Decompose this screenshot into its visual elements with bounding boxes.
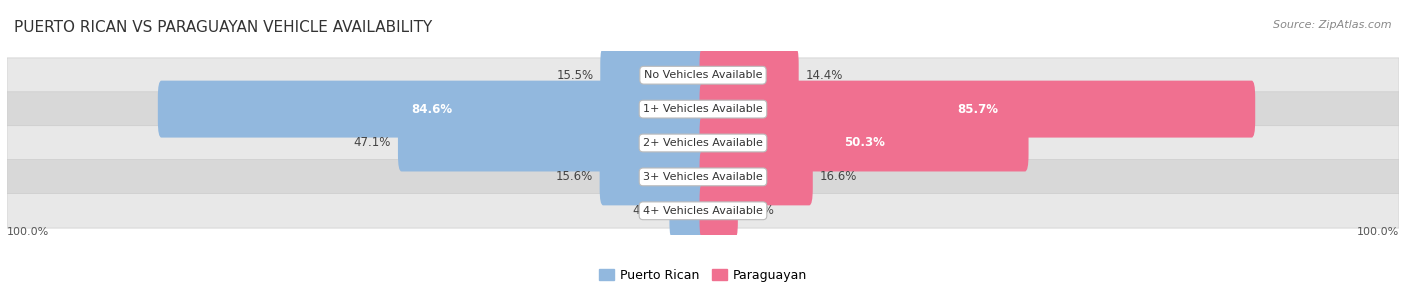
Text: 50.3%: 50.3% [844,136,884,150]
FancyBboxPatch shape [398,114,706,172]
Text: Source: ZipAtlas.com: Source: ZipAtlas.com [1274,20,1392,30]
FancyBboxPatch shape [700,182,738,239]
Text: 4.9%: 4.9% [745,204,775,217]
Text: 100.0%: 100.0% [7,227,49,237]
FancyBboxPatch shape [700,114,1029,172]
FancyBboxPatch shape [157,81,706,138]
Text: 47.1%: 47.1% [353,136,391,150]
Text: 85.7%: 85.7% [957,103,998,116]
Text: 4+ Vehicles Available: 4+ Vehicles Available [643,206,763,216]
FancyBboxPatch shape [7,126,1399,160]
Text: 15.6%: 15.6% [555,170,593,183]
Text: 84.6%: 84.6% [412,103,453,116]
FancyBboxPatch shape [669,182,706,239]
FancyBboxPatch shape [7,160,1399,194]
Text: 2+ Vehicles Available: 2+ Vehicles Available [643,138,763,148]
FancyBboxPatch shape [600,47,706,104]
Text: 3+ Vehicles Available: 3+ Vehicles Available [643,172,763,182]
FancyBboxPatch shape [7,58,1399,92]
Text: 14.4%: 14.4% [806,69,844,82]
Text: PUERTO RICAN VS PARAGUAYAN VEHICLE AVAILABILITY: PUERTO RICAN VS PARAGUAYAN VEHICLE AVAIL… [14,20,432,35]
Legend: Puerto Rican, Paraguayan: Puerto Rican, Paraguayan [593,264,813,286]
Text: No Vehicles Available: No Vehicles Available [644,70,762,80]
Text: 15.5%: 15.5% [557,69,593,82]
Text: 100.0%: 100.0% [1357,227,1399,237]
FancyBboxPatch shape [700,47,799,104]
Text: 4.7%: 4.7% [633,204,662,217]
Text: 16.6%: 16.6% [820,170,858,183]
FancyBboxPatch shape [599,148,706,205]
FancyBboxPatch shape [7,194,1399,228]
FancyBboxPatch shape [7,92,1399,126]
Text: 1+ Vehicles Available: 1+ Vehicles Available [643,104,763,114]
FancyBboxPatch shape [700,148,813,205]
FancyBboxPatch shape [700,81,1256,138]
